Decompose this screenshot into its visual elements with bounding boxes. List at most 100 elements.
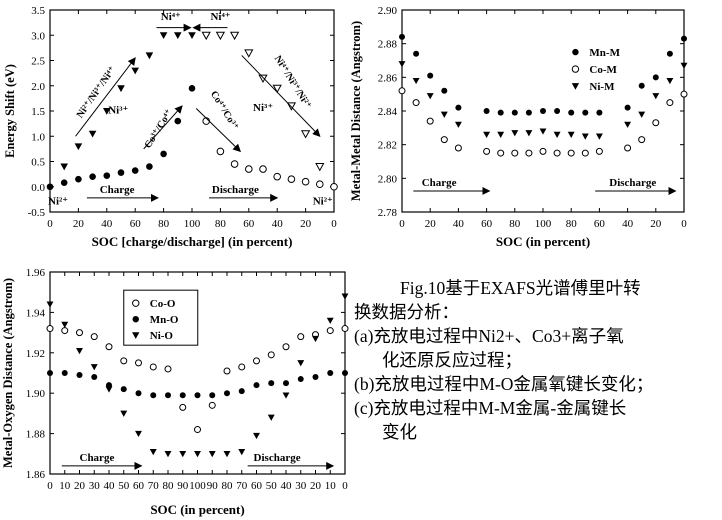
data-point (426, 117, 434, 125)
data-point (160, 150, 167, 158)
co-oxidation-arrow (143, 105, 183, 150)
data-point (511, 149, 519, 157)
x-tick-label: 50 (266, 480, 278, 492)
x-tick-label: 60 (133, 480, 145, 492)
figure-caption: Fig.10基于EXAFS光谱傅里叶转 换数据分析： (a)充放电过程中Ni2+… (354, 276, 716, 444)
data-point (149, 449, 157, 456)
data-point (454, 144, 462, 152)
x-tick-label: 20 (74, 480, 86, 492)
data-point (441, 87, 448, 94)
data-point (194, 451, 201, 458)
x-tick-label: 80 (158, 218, 170, 230)
legend-label: Ni-O (150, 330, 174, 342)
data-point (253, 382, 260, 389)
data-point (283, 380, 289, 387)
x-tick-label: 40 (272, 218, 284, 230)
data-point (179, 392, 186, 399)
data-point (135, 359, 142, 367)
data-point (454, 121, 462, 128)
data-point (666, 77, 674, 85)
ion-label: Ni³⁺ (253, 102, 273, 114)
y-tick-label: 3.5 (31, 5, 45, 17)
y-tick-label: 0.5 (31, 157, 45, 169)
data-point (483, 131, 491, 139)
y-tick-label: 3.0 (31, 30, 45, 42)
x-tick-label: 30 (295, 480, 307, 492)
data-point (146, 163, 153, 170)
data-point (229, 31, 240, 41)
data-point (595, 133, 603, 140)
data-point (327, 370, 334, 376)
caption-line: (b)充放电过程中M-O金属氧键长变化； (354, 374, 654, 394)
caption-line: 化还原反应过程； (382, 350, 522, 370)
y-tick-label: 2.0 (31, 81, 45, 93)
data-point (287, 175, 296, 183)
discharge-label: Discharge (254, 452, 301, 464)
data-point (497, 131, 505, 139)
x-tick-label: 40 (281, 480, 293, 492)
data-point (301, 177, 310, 186)
data-point (624, 144, 632, 152)
data-point (399, 33, 405, 40)
data-point (259, 165, 267, 173)
data-point (652, 74, 659, 81)
x-tick-label: 20 (73, 218, 85, 230)
data-point (223, 451, 231, 458)
data-point (105, 386, 113, 393)
ni-oxidation-arrow (75, 57, 136, 137)
charge-label: Charge (80, 452, 115, 464)
caption-line: Fig.10基于EXAFS光谱傅里叶转 (400, 278, 641, 298)
data-point (567, 149, 575, 157)
data-point (581, 149, 589, 157)
ion-label: Ni⁴⁺ (161, 11, 181, 23)
data-point (164, 451, 172, 458)
y-tick-label: 1.86 (26, 469, 46, 481)
charge-label: Charge (100, 184, 135, 196)
data-point (540, 108, 546, 114)
data-point (120, 357, 128, 365)
x-tick-label: 100 (184, 218, 201, 230)
x-tick-label: 0 (399, 218, 405, 230)
x-tick-label: 90 (207, 480, 219, 492)
data-point (554, 108, 561, 114)
data-point (244, 49, 254, 58)
data-point (440, 136, 448, 144)
data-point (215, 31, 226, 41)
data-point (135, 430, 142, 438)
data-point (567, 131, 575, 139)
data-point (208, 451, 216, 458)
data-point (595, 147, 603, 155)
data-point (61, 370, 68, 376)
data-point (412, 77, 420, 85)
x-tick-label: 60 (251, 480, 263, 492)
ni-reduction-label: Ni⁴⁺/Ni³⁺/Ni²⁺ (272, 54, 313, 111)
data-point (194, 392, 201, 399)
data-point (120, 386, 127, 393)
data-point (483, 108, 490, 114)
data-point (413, 50, 420, 57)
x-tick-label: 10 (59, 480, 71, 492)
y-tick-label: 1.5 (31, 106, 45, 118)
data-point (511, 130, 519, 137)
x-axis-label: SOC (in percent) (496, 234, 590, 249)
data-point (297, 376, 304, 383)
ion-label: Ni⁴⁺ (210, 11, 230, 23)
x-tick-label: 90 (177, 480, 189, 492)
y-axis-label: Energy Shift (eV) (3, 64, 17, 158)
data-point (209, 392, 216, 399)
x-tick-label: 40 (104, 480, 116, 492)
data-point (131, 167, 139, 174)
data-point (117, 85, 125, 93)
data-point (267, 351, 275, 359)
data-point (652, 93, 660, 100)
legend-label: Ni-M (589, 81, 615, 93)
data-point (105, 343, 113, 351)
x-tick-label: 20 (650, 218, 662, 230)
y-axis-label: Metal-Metal Distance (Angstrom) (349, 21, 363, 201)
data-point (553, 131, 561, 139)
x-tick-label: 20 (300, 218, 312, 230)
data-point (103, 107, 111, 115)
data-point (89, 173, 96, 180)
data-point (483, 147, 491, 155)
data-point (341, 293, 349, 300)
